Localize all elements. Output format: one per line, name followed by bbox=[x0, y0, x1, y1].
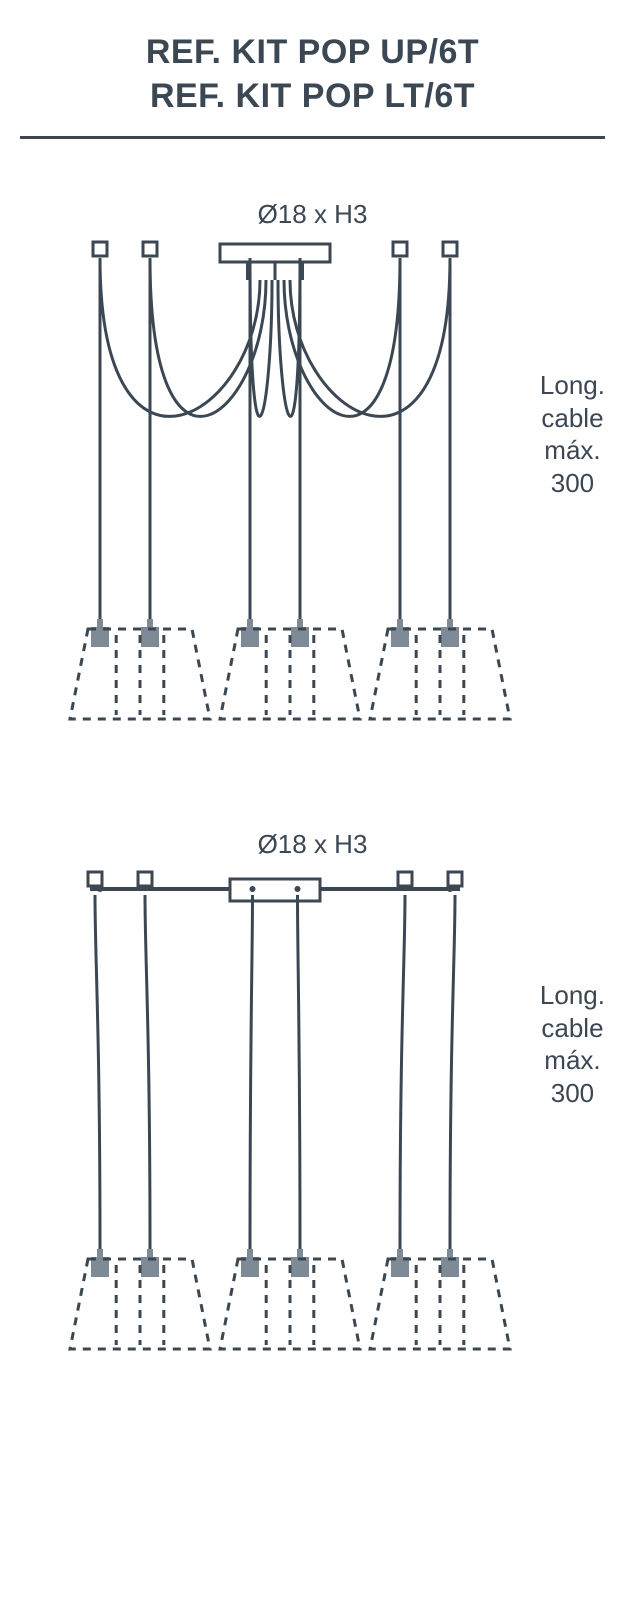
side-label-2: Long. cable máx. 300 bbox=[540, 979, 605, 1109]
side-label-1-l3: 300 bbox=[540, 467, 605, 500]
diagram-lt-wrap: Ø18 x H3 Long. cable máx. 300 bbox=[20, 829, 605, 1429]
diagram-up-svg bbox=[40, 199, 520, 759]
title-line-2: REF. KIT POP LT/6T bbox=[20, 74, 605, 118]
dim-label-top-2: Ø18 x H3 bbox=[258, 829, 368, 860]
side-label-2-l0: Long. bbox=[540, 979, 605, 1012]
title-block: REF. KIT POP UP/6T REF. KIT POP LT/6T bbox=[20, 30, 605, 118]
side-label-2-l3: 300 bbox=[540, 1077, 605, 1110]
side-label-2-l1: cable bbox=[540, 1012, 605, 1045]
divider bbox=[20, 136, 605, 139]
side-label-1-l1: cable bbox=[540, 402, 605, 435]
dim-label-top-1: Ø18 x H3 bbox=[258, 199, 368, 230]
side-label-1-l2: máx. bbox=[540, 434, 605, 467]
side-label-1: Long. cable máx. 300 bbox=[540, 369, 605, 499]
side-label-1-l0: Long. bbox=[540, 369, 605, 402]
title-line-1: REF. KIT POP UP/6T bbox=[20, 30, 605, 74]
page: REF. KIT POP UP/6T REF. KIT POP LT/6T Ø1… bbox=[0, 0, 625, 1459]
diagram-up-wrap: Ø18 x H3 Long. cable máx. 300 bbox=[20, 199, 605, 799]
side-label-2-l2: máx. bbox=[540, 1044, 605, 1077]
diagram-lt-svg bbox=[40, 829, 520, 1389]
